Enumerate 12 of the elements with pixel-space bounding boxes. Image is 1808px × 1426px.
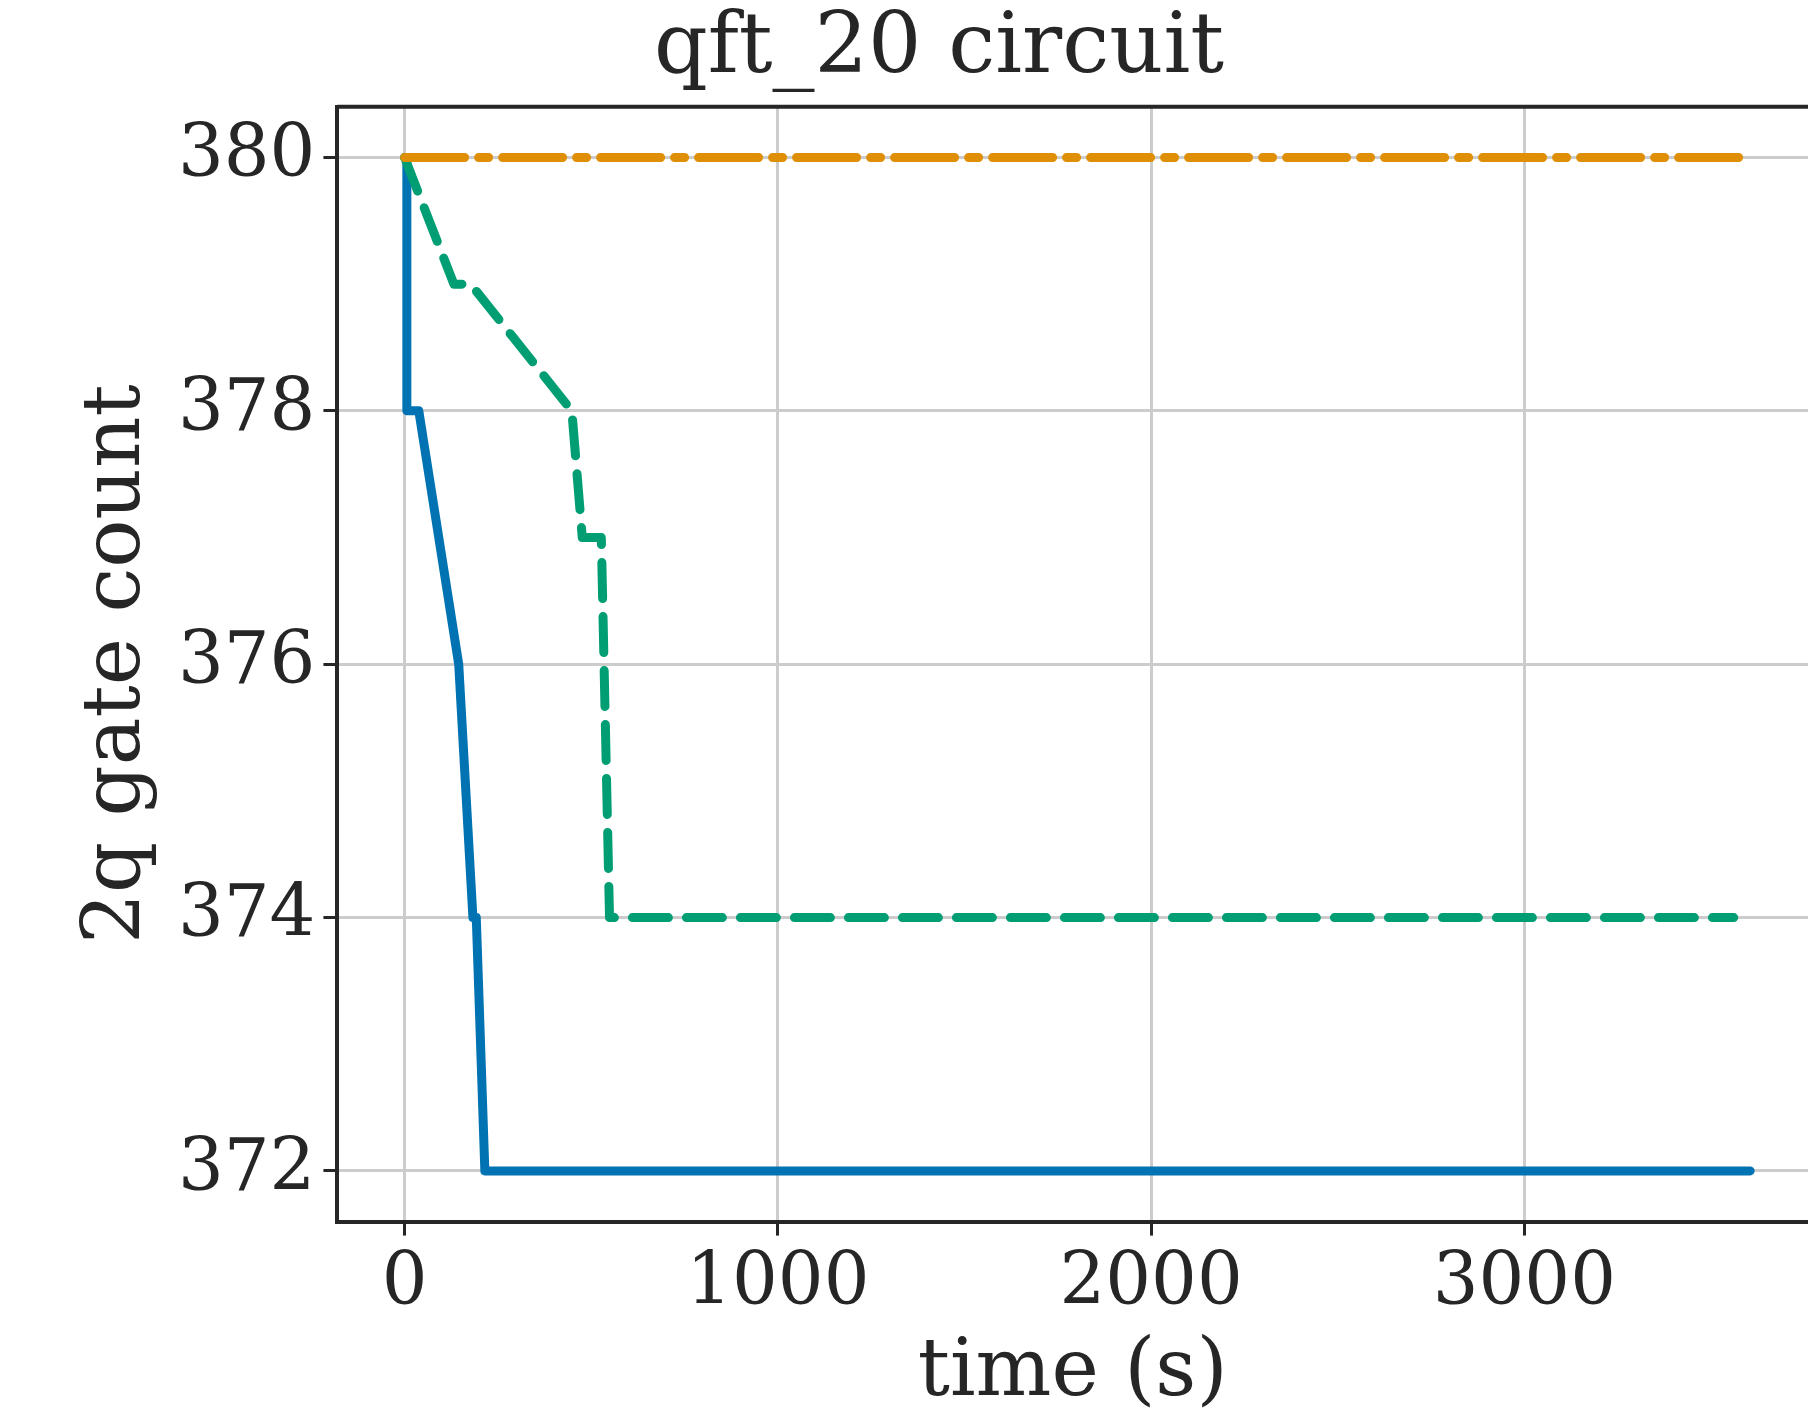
chart-title: qft_20 circuit [653, 0, 1225, 93]
x-tick-label: 3000 [1432, 1236, 1616, 1321]
y-tick-label: 374 [177, 869, 316, 954]
x-tick-label: 2000 [1059, 1236, 1243, 1321]
y-tick-label: 372 [177, 1122, 316, 1207]
x-tick-label: 0 [381, 1236, 428, 1321]
y-tick-label: 378 [177, 362, 316, 447]
y-tick-label: 380 [177, 109, 316, 194]
x-tick-label: 1000 [686, 1236, 870, 1321]
x-axis-title: time (s) [917, 1320, 1228, 1414]
y-axis-title: 2q gate count [64, 384, 158, 944]
y-tick-label: 376 [177, 615, 316, 700]
